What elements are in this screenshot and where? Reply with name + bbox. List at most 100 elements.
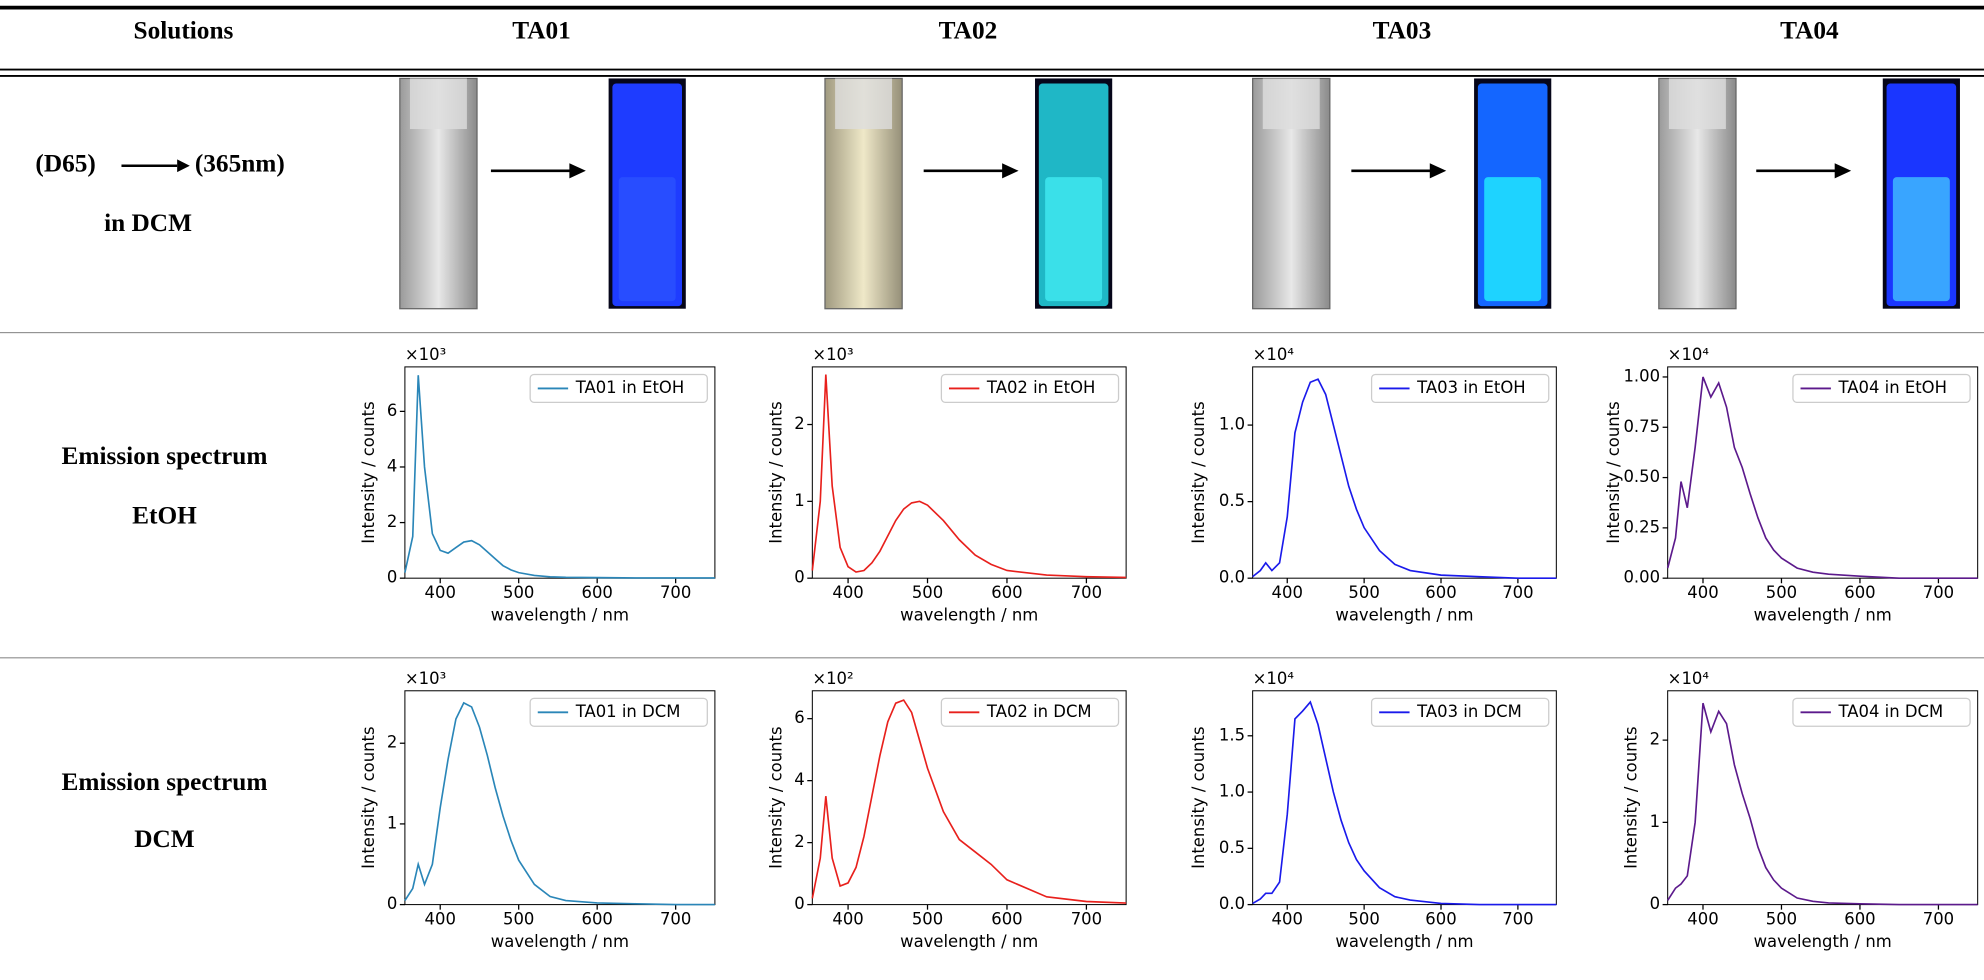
offset-label: ×10⁴ (1668, 669, 1710, 688)
x-tick-label: 700 (1923, 909, 1954, 928)
x-tick-label: 700 (1923, 583, 1954, 602)
x-tick-label: 600 (991, 909, 1022, 928)
y-axis-label: Intensity / counts (766, 401, 785, 543)
y-tick-label: 0 (794, 568, 804, 587)
arrow-head (1429, 163, 1447, 179)
cuvette-liquid (1892, 177, 1950, 302)
y-tick-label: 1.0 (1219, 782, 1245, 801)
legend-box (1370, 697, 1550, 727)
cuvette-cap (1668, 78, 1726, 130)
arrow-head (1002, 163, 1019, 179)
legend-box (1792, 373, 1971, 403)
y-tick-label: 4 (387, 456, 397, 475)
plot-frame (1252, 690, 1557, 906)
row-label: Emission spectrum (62, 442, 268, 470)
header-cell: TA04 (1780, 17, 1839, 45)
x-axis-label: wavelength / nm (900, 932, 1038, 951)
x-axis-label: wavelength / nm (491, 606, 629, 625)
legend-label: TA03 in DCM (1416, 702, 1522, 721)
x-tick-label: 500 (1348, 583, 1379, 602)
header-cell: Solutions (134, 17, 234, 45)
legend-label: TA01 in DCM (575, 702, 681, 721)
x-axis-label: wavelength / nm (900, 606, 1038, 625)
x-tick-label: 400 (832, 909, 863, 928)
x-axis-label: wavelength / nm (1335, 932, 1473, 951)
y-tick-label: 1.00 (1623, 366, 1660, 385)
legend-label: TA01 in EtOH (575, 378, 685, 397)
y-tick-label: 0.00 (1623, 568, 1660, 587)
line-series (1666, 376, 1978, 580)
legend-box (940, 373, 1120, 403)
header-cell: TA02 (939, 17, 998, 45)
x-tick-label: 500 (503, 583, 534, 602)
x-tick-label: 400 (1687, 583, 1718, 602)
y-tick-label: 1 (794, 491, 804, 510)
line-series (1252, 378, 1557, 580)
cuvette-liquid (618, 177, 676, 302)
header-cell: TA03 (1373, 17, 1432, 45)
x-tick-label: 700 (660, 583, 691, 602)
row-label: EtOH (132, 501, 197, 529)
x-tick-label: 600 (581, 583, 612, 602)
header-cell: TA01 (512, 17, 571, 45)
y-tick-label: 0.25 (1623, 517, 1660, 536)
x-tick-label: 400 (1272, 909, 1303, 928)
x-tick-label: 700 (1502, 909, 1533, 928)
charts: 400 500 600 700 0 2 4 6 wavelength / nm Intensity… (359, 345, 1979, 951)
x-tick-label: 700 (660, 909, 691, 928)
y-tick-label: 0 (387, 894, 397, 913)
x-tick-label: 700 (1502, 583, 1533, 602)
photos (399, 77, 1960, 310)
y-axis-label: Intensity / counts (766, 726, 785, 868)
x-axis-label: wavelength / nm (491, 932, 629, 951)
y-tick-label: 0.0 (1219, 894, 1245, 913)
legend-box (1370, 373, 1550, 403)
row-label: (D65) (35, 150, 95, 178)
x-axis-label: wavelength / nm (1754, 932, 1892, 951)
y-tick-label: 0.0 (1219, 568, 1245, 587)
x-tick-label: 400 (1687, 909, 1718, 928)
plot-frame (1667, 366, 1979, 579)
plot-frame (1667, 690, 1979, 906)
y-tick-label: 6 (387, 401, 397, 420)
row-label: DCM (134, 825, 195, 853)
x-tick-label: 600 (1425, 583, 1456, 602)
x-tick-label: 500 (503, 909, 534, 928)
x-tick-label: 700 (1071, 909, 1102, 928)
y-tick-label: 2 (387, 512, 397, 531)
plot-frame (1252, 366, 1557, 579)
line-series (404, 375, 715, 579)
arrow-head (1834, 163, 1852, 179)
table-rules (0, 5, 1984, 659)
line-series (1252, 700, 1557, 906)
x-tick-label: 400 (425, 583, 456, 602)
x-tick-label: 400 (1272, 583, 1303, 602)
x-tick-label: 600 (1844, 909, 1875, 928)
line-series (811, 699, 1127, 904)
cuvette-cap (409, 78, 467, 130)
x-tick-label: 500 (912, 583, 943, 602)
y-axis-label: Intensity / counts (359, 726, 378, 868)
plot-frame (811, 690, 1127, 906)
y-tick-label: 0.5 (1219, 491, 1245, 510)
x-tick-label: 400 (425, 909, 456, 928)
offset-label: ×10³ (405, 669, 446, 688)
row-label: (365nm) (195, 150, 285, 178)
legend-label: TA04 in EtOH (1837, 378, 1947, 397)
y-axis-label: Intensity / counts (1189, 726, 1208, 868)
legend-label: TA02 in EtOH (986, 378, 1096, 397)
legend-label: TA04 in DCM (1837, 702, 1943, 721)
y-tick-label: 0.50 (1623, 467, 1660, 486)
legend-label: TA03 in EtOH (1416, 378, 1526, 397)
x-axis-label: wavelength / nm (1335, 606, 1473, 625)
y-tick-label: 1.0 (1219, 415, 1245, 434)
y-tick-label: 1.5 (1219, 725, 1245, 744)
line-series (1666, 702, 1978, 906)
x-tick-label: 600 (1425, 909, 1456, 928)
x-tick-label: 500 (912, 909, 943, 928)
plot-frame (811, 366, 1127, 579)
x-tick-label: 500 (1766, 583, 1797, 602)
row-label: Emission spectrum (62, 768, 268, 796)
y-tick-label: 0 (1650, 894, 1660, 913)
